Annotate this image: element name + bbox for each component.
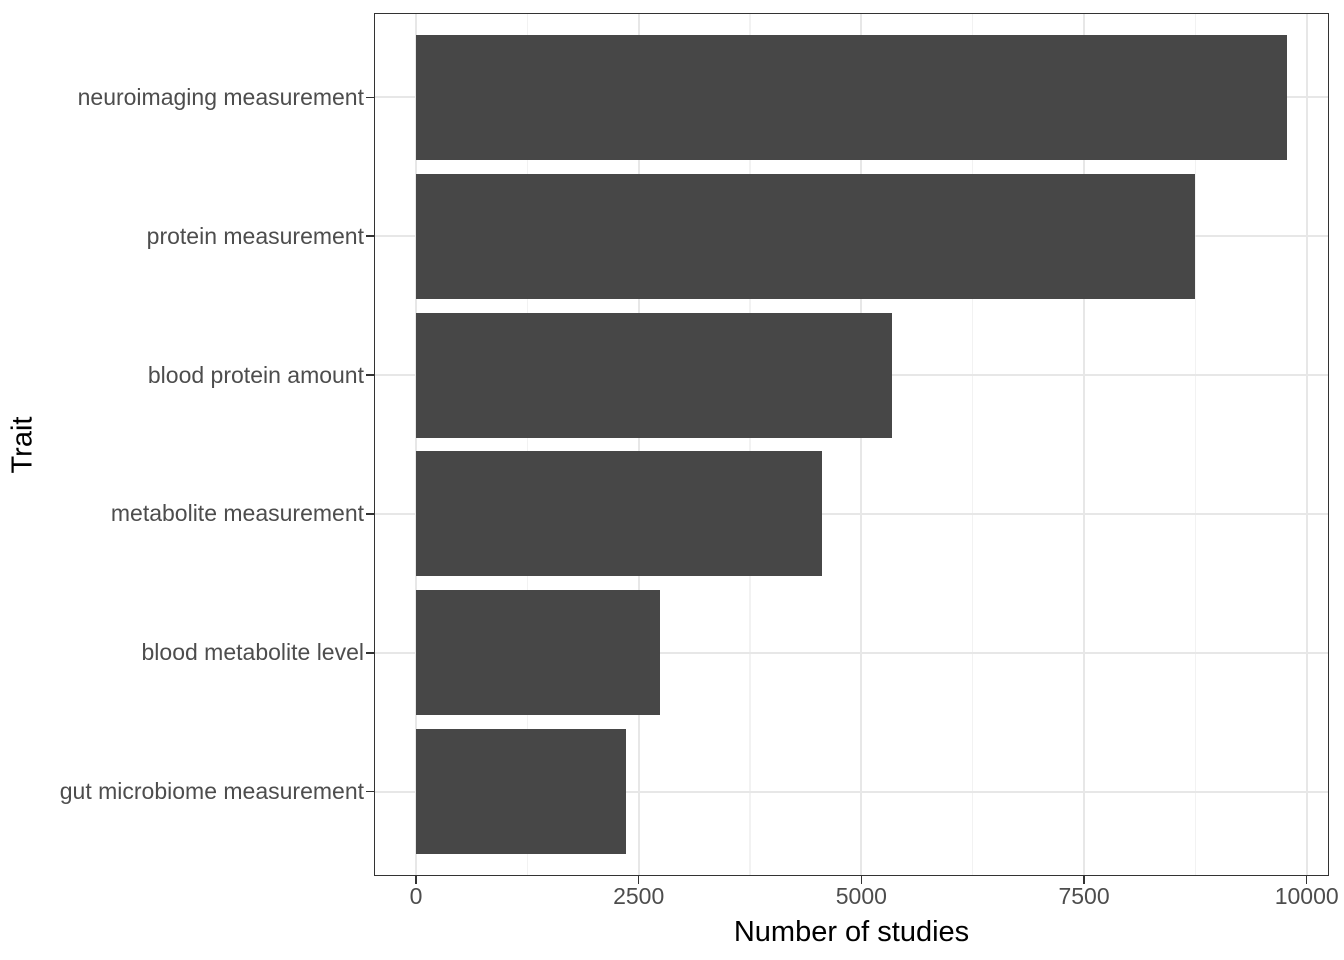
gridline-x-major	[1083, 14, 1086, 875]
bar-blood-protein-amount	[416, 312, 892, 438]
gridline-y-major	[375, 512, 1328, 515]
bar-gut-microbiome-measurement	[416, 729, 627, 855]
bar-blood-metabolite-level	[416, 590, 661, 716]
y-tick	[366, 235, 375, 237]
gridline-x-major	[637, 14, 640, 875]
y-axis-category-label: metabolite measurement	[110, 500, 364, 527]
x-tick	[1305, 875, 1308, 884]
bar-protein-measurement	[416, 173, 1196, 299]
y-axis-category-label: neuroimaging measurement	[77, 83, 364, 110]
gridline-x-minor	[1194, 14, 1196, 875]
x-tick-label: 0	[409, 883, 423, 909]
plot-panel	[375, 14, 1328, 875]
y-axis-category-label: blood metabolite level	[141, 639, 364, 666]
x-tick	[415, 875, 417, 884]
gridline-x-minor	[526, 14, 528, 875]
bar-neuroimaging-measurement	[416, 34, 1288, 160]
x-axis-title: Number of studies	[733, 916, 970, 948]
x-tick-label: 10000	[1274, 883, 1339, 909]
gridline-x-major	[1305, 14, 1308, 875]
x-tick	[1083, 875, 1085, 884]
y-tick	[366, 513, 375, 515]
y-axis-category-label: gut microbiome measurement	[59, 778, 364, 805]
y-tick	[366, 96, 375, 99]
gridline-x-minor	[749, 14, 751, 875]
gridline-y-major	[375, 651, 1328, 654]
gridline-x-minor	[972, 14, 974, 875]
gridline-x-major	[860, 14, 863, 875]
x-tick	[860, 875, 863, 884]
y-axis-title: Trait	[6, 416, 39, 473]
y-axis-category-label: protein measurement	[146, 222, 364, 249]
y-tick	[366, 652, 375, 654]
bar-metabolite-measurement	[416, 451, 823, 577]
gridline-x-major	[415, 14, 417, 875]
x-tick-label: 5000	[835, 883, 887, 909]
y-tick	[366, 790, 375, 793]
x-tick-label: 2500	[613, 883, 665, 909]
y-axis-category-label: blood protein amount	[147, 361, 364, 388]
x-tick	[637, 875, 640, 884]
y-tick	[366, 374, 375, 376]
gridline-y-major	[375, 790, 1328, 793]
x-tick-label: 7500	[1058, 883, 1110, 909]
